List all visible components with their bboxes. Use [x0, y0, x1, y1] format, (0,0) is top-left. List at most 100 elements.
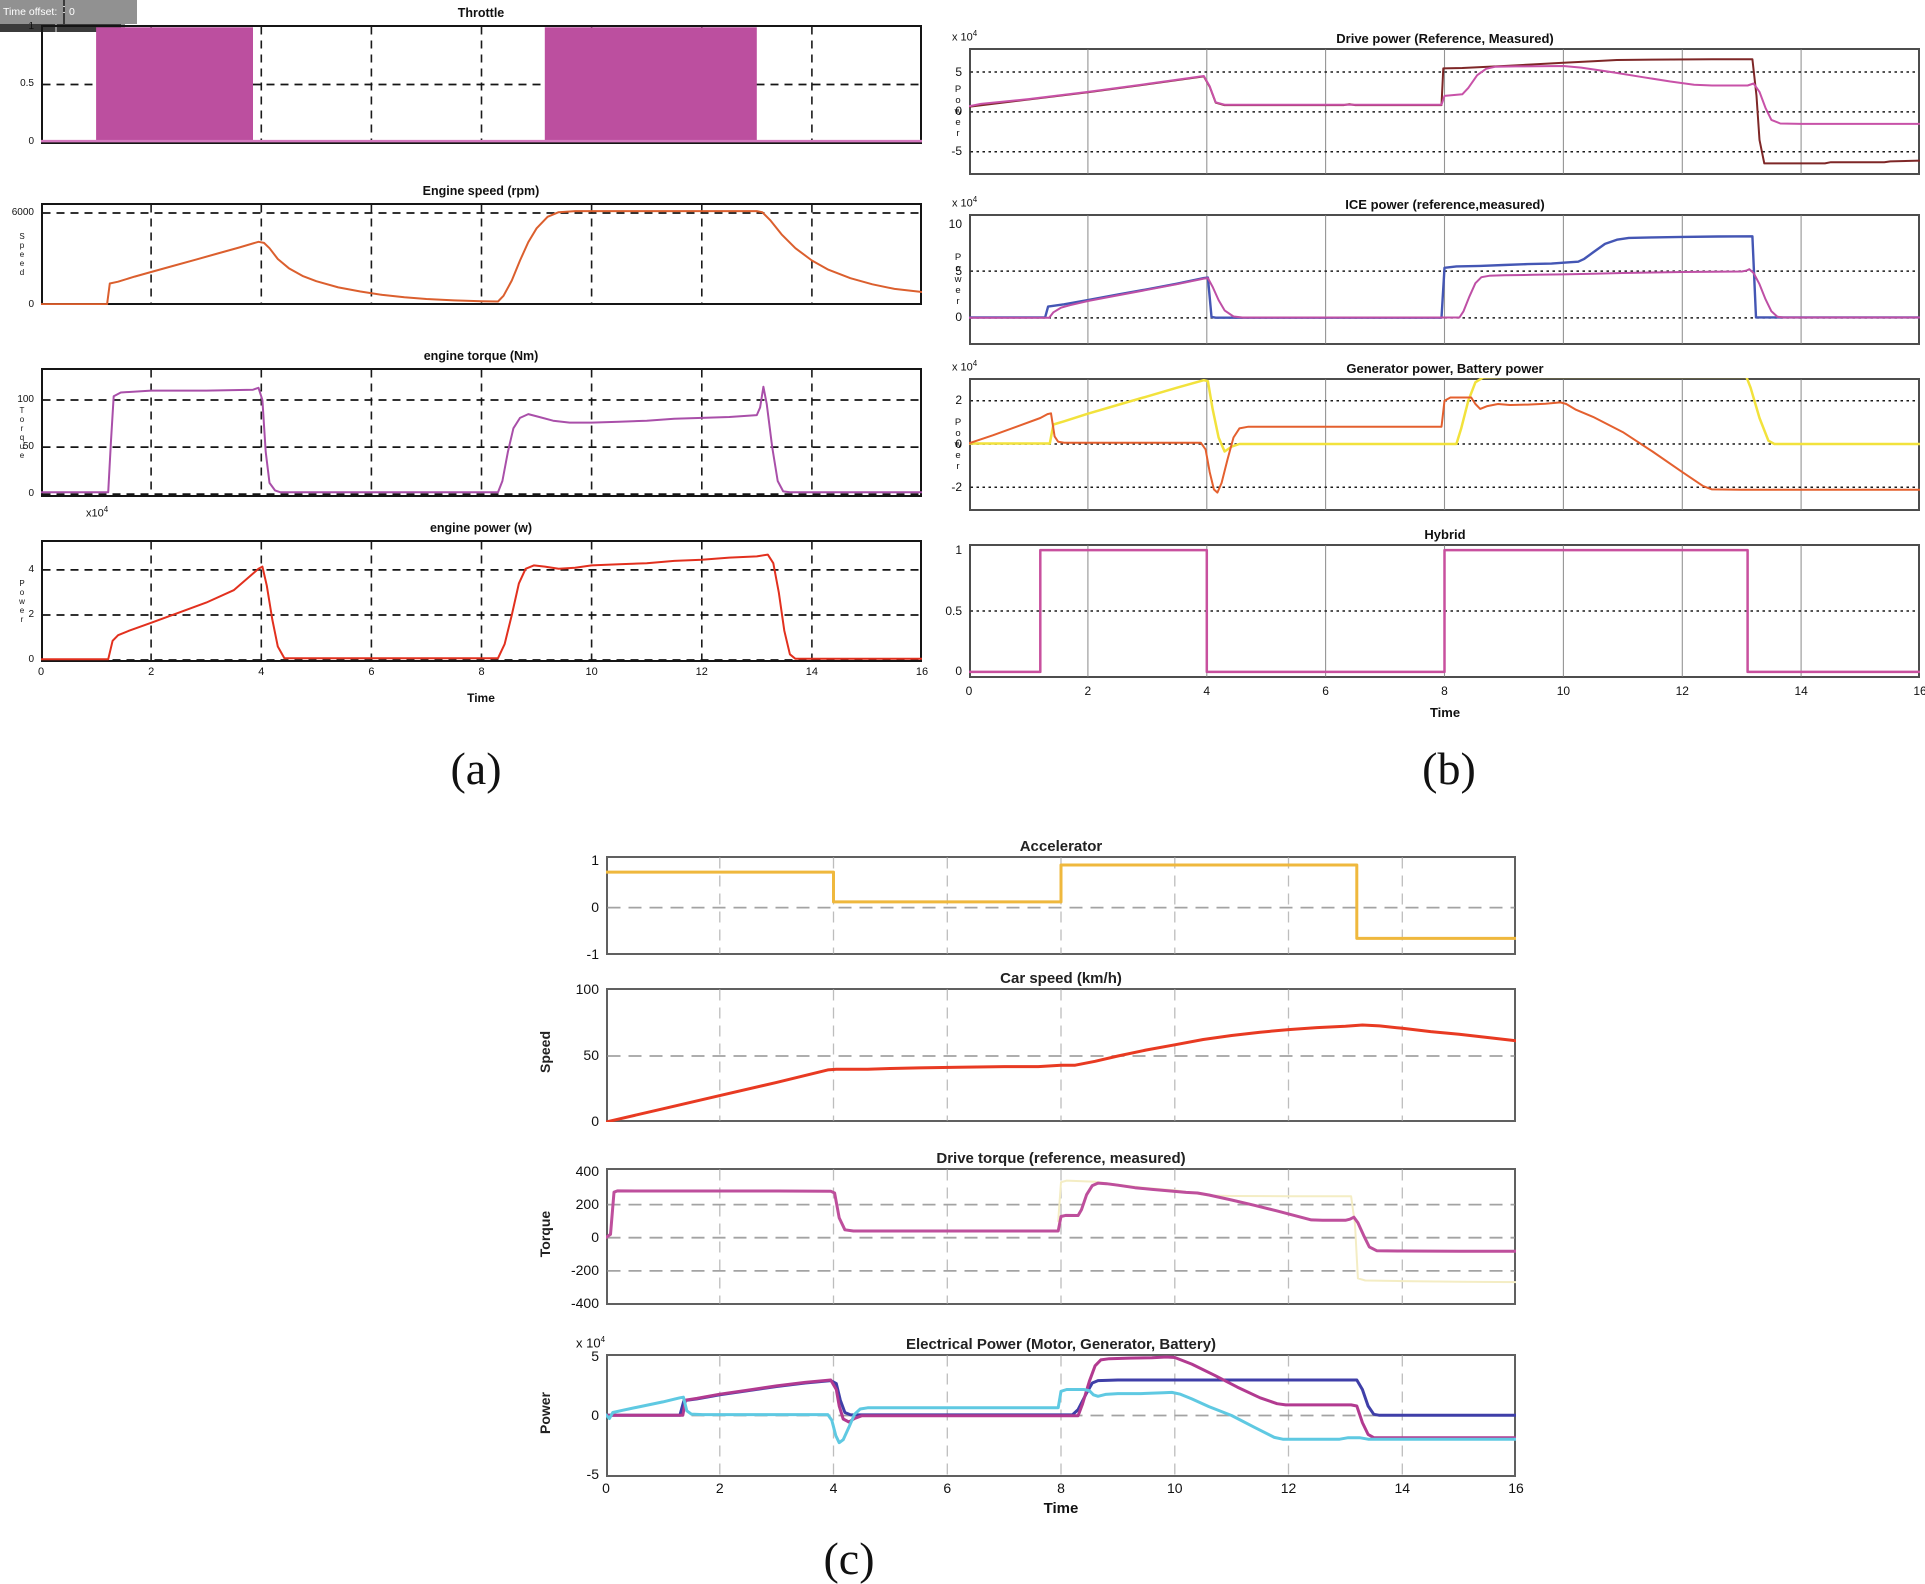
x-tick-label: 0: [965, 684, 973, 698]
y-tick-label: 100: [17, 393, 34, 405]
x-tick-label: 16: [1508, 1480, 1524, 1496]
y-tick-label: -5: [586, 1465, 599, 1482]
y-tick-label: 400: [575, 1162, 599, 1179]
hybrid-chart: [969, 544, 1920, 678]
y-tick-label: 10: [948, 216, 962, 231]
y-tick-label: 4: [28, 563, 34, 575]
drive-power-chart: [969, 48, 1920, 175]
y-tick-label: 1: [28, 21, 34, 33]
x-tick-label: 16: [1913, 684, 1925, 698]
plot-title-ice-power: ICE power (reference,measured): [1345, 197, 1545, 212]
x-tick-label: 8: [1441, 684, 1448, 698]
exponent-label-engine-power: x104: [86, 505, 109, 520]
engine-torque-chart: [41, 368, 922, 497]
x-tick-label: 6: [1322, 684, 1329, 698]
plot-title-drive-power: Drive power (Reference, Measured): [1336, 31, 1554, 46]
ylabel-text: Power: [17, 578, 27, 624]
series-reference: [1057, 1179, 1516, 1284]
plot-title-engine-torque: engine torque (Nm): [423, 349, 539, 363]
y-tick-label: 1: [955, 542, 962, 557]
ylabel-drive-power: Power: [951, 48, 965, 175]
series-reference: [969, 65, 1920, 125]
x-tick-label: 16: [915, 666, 929, 678]
y-tick-label: 0: [955, 104, 962, 119]
engine-speed-chart: [41, 203, 922, 305]
caption-b: (b): [1422, 743, 1476, 794]
y-tick-label: 0.5: [20, 78, 34, 90]
x-tick-label: 4: [1203, 684, 1211, 698]
x-tick-label: 10: [1166, 1480, 1183, 1496]
electrical-power-chart: [606, 1354, 1516, 1477]
y-tick-label: 5: [955, 263, 962, 278]
ylabel-ice-power: Power: [951, 214, 965, 345]
plot-title-throttle: Throttle: [457, 6, 505, 20]
y-tick-label: 0: [28, 653, 34, 665]
x-tick-label: 0: [602, 1480, 610, 1496]
series-engine-speed: [41, 210, 922, 305]
plot-title-electrical-power: Electrical Power (Motor, Generator, Batt…: [905, 1336, 1217, 1353]
y-tick-label: 5: [591, 1347, 599, 1364]
y-tick-label: 2: [28, 608, 34, 620]
series-engine-torque: [41, 385, 922, 494]
exponent-label-drive-power: x 104: [952, 29, 978, 44]
x-tick-label: 10: [1556, 684, 1571, 698]
throttle-pwm-fill: [544, 27, 757, 142]
series-battery: [969, 396, 1920, 494]
y-tick-label: 0: [591, 1113, 599, 1130]
y-tick-label: -400: [570, 1295, 599, 1312]
y-tick-label: 5: [955, 64, 962, 79]
car-speed-chart: [606, 988, 1516, 1122]
y-tick-label: 0.5: [945, 603, 962, 618]
y-tick-label: 0: [591, 1406, 599, 1423]
y-tick-label: 0: [955, 664, 962, 679]
y-tick-label: 0: [28, 135, 34, 147]
series-measured: [606, 1181, 1516, 1253]
x-tick-label: 12: [695, 666, 708, 678]
x-tick-label: 10: [585, 666, 598, 678]
y-tick-label: 0: [591, 898, 599, 915]
engine-power-chart: [41, 540, 922, 662]
x-tick-label: 2: [1084, 684, 1092, 698]
y-tick-label: 0: [28, 487, 34, 499]
y-tick-label: 0: [955, 310, 962, 325]
time-offset-value: 0: [65, 0, 137, 24]
caption-c: (c): [823, 1533, 875, 1584]
y-tick-label: 1: [591, 851, 599, 868]
plot-title-car-speed: Car speed (km/h): [1000, 970, 1122, 987]
plot-title-generator-battery-power: Generator power, Battery power: [1346, 361, 1544, 376]
plot-title-accelerator: Accelerator: [1019, 838, 1103, 855]
y-tick-label: 0: [955, 436, 962, 451]
x-tick-label: 12: [1675, 684, 1689, 698]
ylabel-engine-power: Power: [15, 540, 29, 662]
x-axis-label: Time: [1043, 1500, 1079, 1517]
series-measured: [969, 268, 1920, 319]
y-tick-label: 0: [28, 298, 34, 310]
x-tick-label: 4: [258, 666, 265, 678]
y-tick-label: 2: [955, 393, 962, 408]
generator-battery-power-chart: [969, 378, 1920, 511]
y-tick-label: 0: [591, 1229, 599, 1246]
series-generator: [606, 1355, 1516, 1440]
x-axis-label: Time: [1429, 705, 1461, 720]
time-offset-readout-c: Time offset: 0: [0, 0, 137, 24]
drive-torque-chart: [606, 1168, 1516, 1305]
y-tick-label: -200: [570, 1262, 599, 1279]
ylabel-text: Speed: [17, 231, 27, 277]
x-tick-label: 8: [478, 666, 485, 678]
y-tick-label: -1: [586, 946, 599, 963]
x-axis-label: Time: [467, 691, 495, 705]
ylabel-engine-speed: Speed: [15, 203, 29, 305]
ylabel-text: Power: [952, 417, 964, 472]
series-accelerator: [606, 863, 1516, 940]
series-engine-power: [41, 553, 922, 661]
y-tick-label: 50: [583, 1047, 599, 1064]
x-tick-label: 14: [1794, 684, 1808, 698]
throttle-chart: [41, 25, 922, 144]
y-tick-label: -2: [951, 479, 962, 494]
y-tick-label: 100: [575, 981, 599, 998]
x-tick-label: 0: [37, 666, 45, 678]
plot-title-engine-speed: Engine speed (rpm): [422, 184, 540, 198]
throttle-pwm-fill: [96, 27, 253, 142]
x-tick-label: 14: [805, 666, 818, 678]
